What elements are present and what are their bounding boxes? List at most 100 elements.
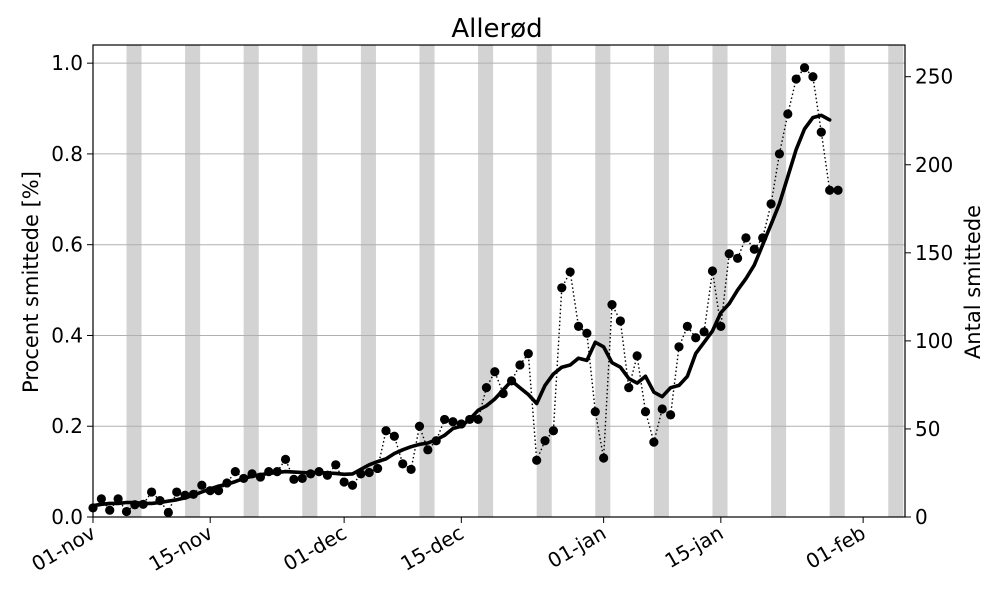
daily-data-point: [197, 480, 207, 490]
weekend-band: [595, 45, 611, 517]
daily-data-point: [615, 316, 625, 326]
daily-data-point: [741, 233, 751, 243]
daily-data-point: [808, 72, 818, 82]
daily-data-point: [682, 321, 692, 331]
daily-data-point: [381, 426, 391, 436]
daily-data-point: [406, 464, 416, 474]
weekend-band: [302, 45, 318, 517]
daily-data-point: [490, 367, 500, 377]
daily-data-point: [791, 74, 801, 84]
weekend-band: [126, 45, 142, 517]
daily-data-point: [172, 487, 182, 497]
daily-data-point: [439, 414, 450, 425]
daily-data-point: [448, 417, 458, 427]
y-tick-label-right: 50: [915, 417, 940, 441]
daily-data-point: [523, 349, 533, 359]
y-tick-label-right: 200: [915, 153, 953, 177]
weekend-band: [478, 45, 494, 517]
daily-data-point: [565, 267, 575, 277]
daily-data-point: [557, 283, 567, 293]
series-layer: [88, 63, 843, 518]
x-tick-label: 01-jan: [543, 521, 610, 573]
daily-data-point: [373, 463, 383, 474]
daily-data-point: [573, 321, 584, 331]
weekend-band: [419, 45, 435, 517]
weekend-band: [243, 45, 259, 517]
daily-data-point: [414, 421, 425, 431]
daily-data-point: [640, 407, 651, 417]
daily-data-point: [473, 414, 483, 425]
y-tick-label-right: 0: [915, 505, 928, 529]
daily-data-point: [691, 333, 701, 343]
daily-data-point: [632, 351, 642, 361]
daily-data-point: [347, 480, 358, 490]
daily-data-point: [624, 383, 634, 393]
daily-data-point: [799, 63, 810, 73]
daily-data-point: [766, 199, 776, 209]
daily-data-point: [398, 459, 408, 469]
y-tick-label-left: 0.0: [51, 505, 83, 529]
weekend-band: [536, 45, 552, 517]
daily-data-point: [297, 473, 307, 484]
rolling-average-line: [91, 113, 832, 508]
x-tick-label: 15-nov: [145, 520, 217, 576]
weekend-band: [771, 45, 787, 517]
daily-data-point: [364, 467, 374, 478]
daily-data-point: [121, 506, 132, 517]
y-tick-label-right: 100: [915, 329, 953, 353]
y-axis-label-left: Procent smittede [%]: [19, 171, 43, 393]
daily-data-point: [649, 437, 659, 447]
x-tick-label: 15-dec: [396, 521, 467, 576]
weekend-band: [360, 45, 376, 517]
daily-data-point: [280, 454, 291, 464]
daily-data-point: [105, 505, 115, 515]
daily-data-point: [389, 431, 399, 441]
y-tick-label-left: 1.0: [51, 51, 83, 75]
daily-data-point: [582, 328, 592, 338]
daily-data-point: [716, 321, 726, 331]
daily-data-point: [163, 507, 173, 518]
y-tick-label-left: 0.6: [51, 233, 83, 257]
plot-frame: [92, 44, 906, 518]
daily-data-point: [783, 109, 793, 119]
daily-data-point: [699, 327, 709, 337]
x-tick-label: 15-jan: [661, 521, 728, 573]
y-tick-label-left: 0.8: [51, 142, 83, 166]
weekend-band: [888, 45, 904, 517]
x-tick-label: 01-feb: [802, 521, 870, 574]
daily-data-point: [339, 477, 349, 487]
daily-data-point: [599, 453, 609, 463]
weekend-band: [829, 45, 845, 517]
daily-data-point: [774, 149, 785, 159]
daily-data-point: [749, 244, 759, 254]
daily-data-point: [532, 455, 542, 465]
daily-data-point: [113, 494, 123, 504]
y-tick-label-right: 250: [915, 65, 953, 89]
daily-data-point: [657, 404, 667, 414]
daily-data-point: [674, 342, 684, 352]
y-tick-label-left: 0.2: [51, 414, 83, 438]
daily-data-point: [607, 300, 617, 310]
daily-data-point: [816, 127, 826, 137]
x-tick-label: 01-dec: [279, 521, 350, 576]
weekend-shading: [126, 45, 904, 517]
daily-data-point: [666, 410, 676, 420]
daily-data-point: [515, 360, 525, 370]
daily-data-point: [481, 383, 492, 393]
chart-title: Allerød: [451, 14, 542, 44]
daily-data-point: [146, 487, 157, 497]
daily-data-point: [732, 253, 743, 263]
daily-data-point: [331, 460, 341, 470]
daily-data-point: [230, 467, 240, 477]
weekend-band: [712, 45, 728, 517]
daily-data-point: [724, 249, 734, 259]
daily-data-point: [540, 436, 550, 446]
daily-data-point: [707, 266, 718, 276]
y-tick-label-right: 150: [915, 241, 953, 265]
weekend-band: [185, 45, 201, 517]
daily-data-point: [825, 185, 835, 195]
y-axis-label-right: Antal smittede: [961, 205, 985, 359]
daily-data-point: [423, 445, 433, 455]
weekend-band: [653, 45, 669, 517]
